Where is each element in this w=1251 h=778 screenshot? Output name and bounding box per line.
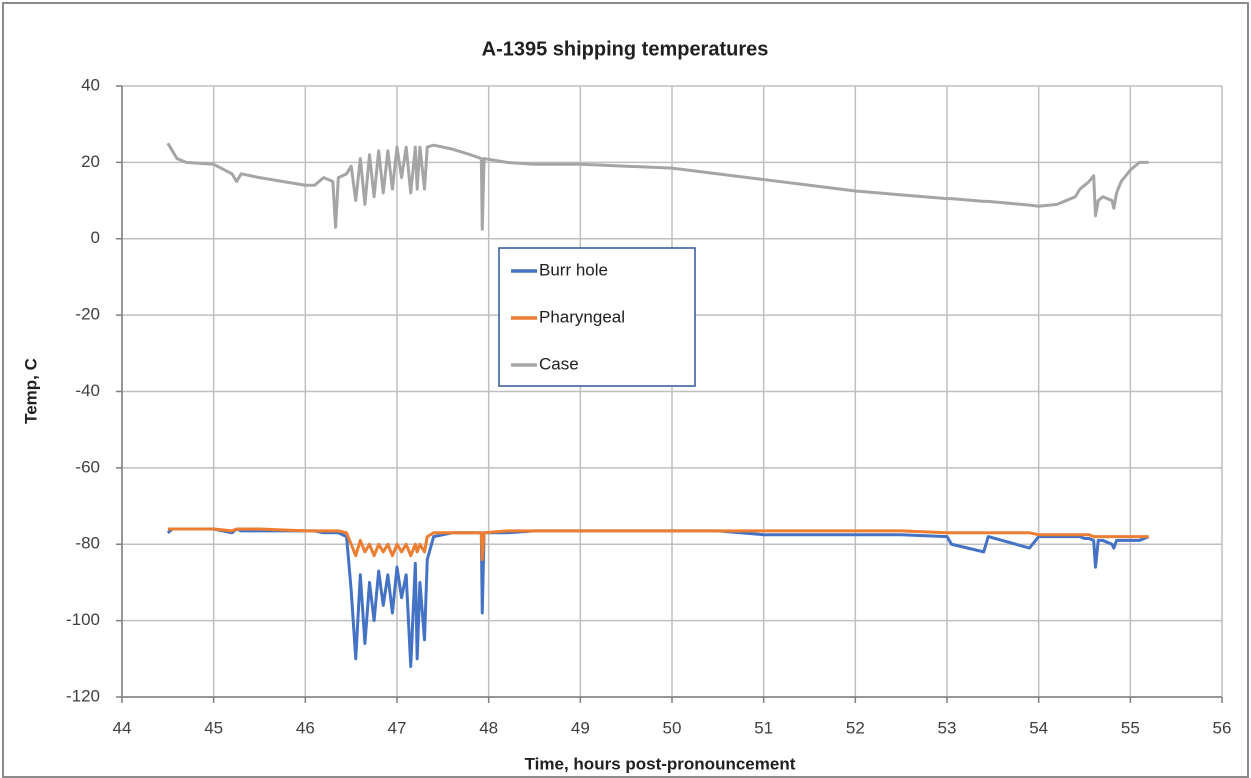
x-tick-label: 49 — [571, 718, 590, 737]
x-tick-label: 46 — [296, 718, 315, 737]
x-tick-label: 48 — [479, 718, 498, 737]
x-tick-label: 56 — [1213, 718, 1232, 737]
x-tick-label: 53 — [938, 718, 957, 737]
y-axis-title: Temp, C — [21, 358, 40, 424]
x-tick-label: 55 — [1121, 718, 1140, 737]
y-tick-label: -100 — [66, 610, 100, 629]
y-tick-label: -120 — [66, 686, 100, 705]
y-tick-label: 40 — [81, 75, 100, 94]
x-tick-label: 47 — [388, 718, 407, 737]
legend-label: Case — [539, 354, 579, 373]
y-tick-label: 20 — [81, 152, 100, 171]
x-tick-label: 52 — [846, 718, 865, 737]
x-axis-title: Time, hours post-pronouncement — [525, 754, 796, 773]
legend-label: Burr hole — [539, 260, 608, 279]
chart-title: A-1395 shipping temperatures — [482, 38, 769, 60]
x-tick-label: 50 — [663, 718, 682, 737]
x-tick-label: 51 — [754, 718, 773, 737]
legend-label: Pharyngeal — [539, 307, 625, 326]
x-tick-label: 44 — [113, 718, 132, 737]
x-tick-label: 54 — [1029, 718, 1048, 737]
x-tick-label: 45 — [204, 718, 223, 737]
y-tick-label: -80 — [75, 534, 100, 553]
series-line — [166, 142, 1149, 231]
y-tick-label: -20 — [75, 305, 100, 324]
y-tick-label: -60 — [75, 457, 100, 476]
y-tick-label: 0 — [91, 228, 100, 247]
y-tick-label: -40 — [75, 381, 100, 400]
series-line — [167, 527, 1149, 562]
legend: Burr hole Pharyngeal Case — [498, 247, 696, 387]
